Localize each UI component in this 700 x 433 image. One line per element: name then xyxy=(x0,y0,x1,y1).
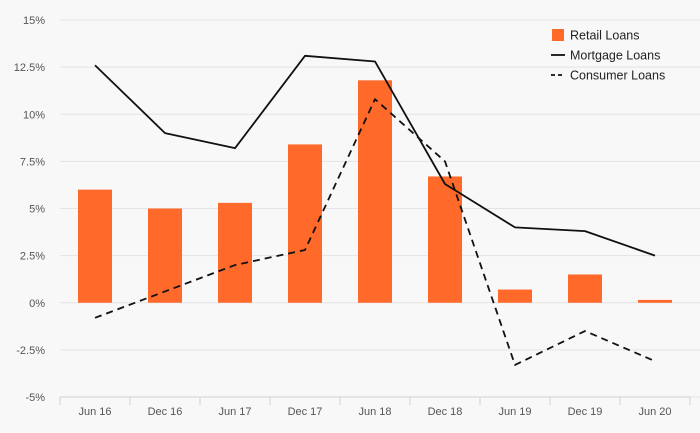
bar xyxy=(568,274,602,303)
legend-label: Consumer Loans xyxy=(570,69,665,83)
bar xyxy=(498,289,532,303)
x-tick-label: Dec 17 xyxy=(288,406,323,418)
y-tick-label: 10% xyxy=(23,109,45,121)
x-tick-label: Jun 20 xyxy=(638,406,671,418)
y-tick-label: -5% xyxy=(25,392,45,404)
line-consumer-loans xyxy=(94,98,656,366)
bar xyxy=(288,144,322,303)
legend-item-consumer-loans: Consumer Loans xyxy=(551,69,665,83)
legend-label: Retail Loans xyxy=(570,29,640,43)
x-tick-label: Dec 18 xyxy=(428,406,463,418)
y-axis: -5% -2.5% 0% 2.5% 5% 7.5% 10% 12.5% 15% xyxy=(14,15,45,404)
legend-item-retail-loans: Retail Loans xyxy=(552,29,640,43)
bar-series-retail-loans xyxy=(78,80,672,303)
y-tick-label: 15% xyxy=(23,15,45,27)
legend-swatch xyxy=(552,29,564,41)
x-tick-label: Jun 19 xyxy=(498,406,531,418)
y-tick-label: 0% xyxy=(29,298,45,310)
legend-item-mortgage-loans: Mortgage Loans xyxy=(551,49,660,63)
y-tick-label: 2.5% xyxy=(20,251,45,263)
y-tick-label: 12.5% xyxy=(14,62,45,74)
bar xyxy=(78,189,112,303)
x-tick-label: Dec 16 xyxy=(148,406,183,418)
bar xyxy=(218,202,252,303)
bar xyxy=(358,80,392,303)
x-tick-label: Jun 18 xyxy=(358,406,391,418)
y-tick-label: 7.5% xyxy=(20,156,45,168)
bar xyxy=(428,176,462,303)
bar xyxy=(148,208,182,303)
x-tick-label: Jun 16 xyxy=(78,406,111,418)
bar xyxy=(638,299,672,303)
y-tick-label: -2.5% xyxy=(16,345,45,357)
x-axis: Jun 16 Dec 16 Jun 17 Dec 17 Jun 18 Dec 18 Jun … xyxy=(59,396,691,418)
x-tick-label: Dec 19 xyxy=(568,406,603,418)
line-mortgage-loans xyxy=(94,54,656,257)
line-series xyxy=(94,54,656,366)
x-tick-label: Jun 17 xyxy=(218,406,251,418)
legend: Retail Loans Mortgage Loans Consumer Loans xyxy=(551,29,665,83)
y-tick-label: 5% xyxy=(29,204,45,216)
legend-label: Mortgage Loans xyxy=(570,49,660,63)
